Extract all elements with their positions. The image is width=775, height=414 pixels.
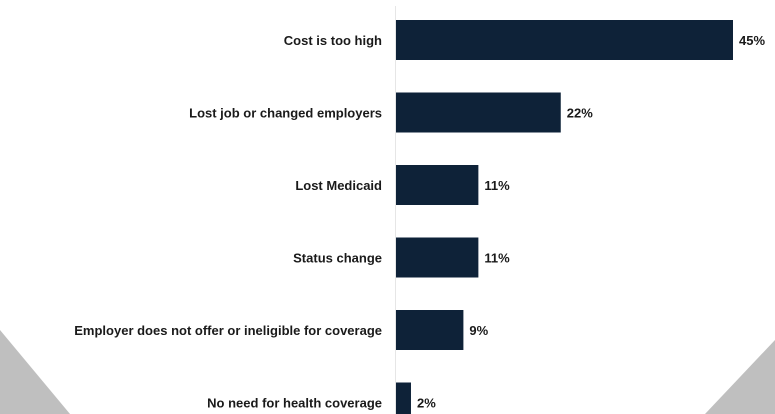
- bar-3: [396, 165, 479, 205]
- category-label: Status change: [293, 251, 382, 266]
- corner-decoration-left: [0, 330, 70, 414]
- category-label: Employer does not offer or ineligible fo…: [74, 323, 382, 338]
- corner-decoration-right: [705, 340, 775, 414]
- value-label: 45%: [739, 33, 765, 48]
- bar-6: [396, 382, 411, 414]
- category-label: Lost job or changed employers: [189, 106, 382, 121]
- category-label: No need for health coverage: [207, 396, 382, 411]
- bar-5: [396, 310, 464, 350]
- bar-1: [396, 20, 733, 60]
- value-label: 11%: [484, 178, 510, 193]
- value-label: 2%: [417, 396, 436, 411]
- category-label: Lost Medicaid: [295, 178, 382, 193]
- value-label: 9%: [469, 323, 488, 338]
- bar-2: [396, 92, 561, 133]
- bar-4: [396, 237, 479, 278]
- value-label: 11%: [484, 251, 510, 266]
- bars-group: Cost is too high 45% Lost job or changed e…: [74, 20, 765, 414]
- category-label: Cost is too high: [284, 33, 382, 48]
- value-label: 22%: [567, 106, 593, 121]
